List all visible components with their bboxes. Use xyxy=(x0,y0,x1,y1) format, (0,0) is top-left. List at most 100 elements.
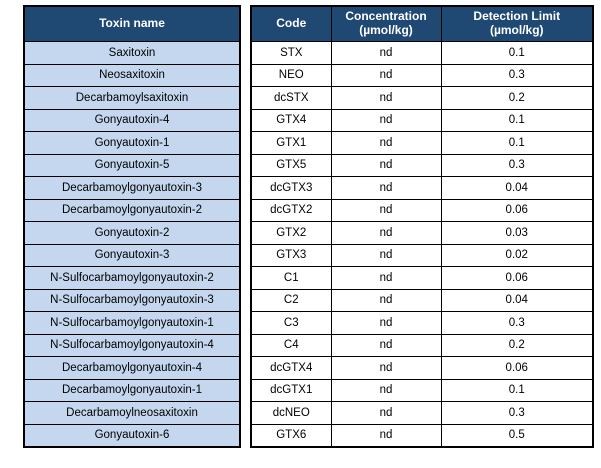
table-row: Neosaxitoxin xyxy=(23,63,241,87)
table-row: Gonyautoxin-3 xyxy=(23,243,241,267)
values-table: Code Concentration (µmol/kg) Detection L… xyxy=(250,5,594,448)
concentration-cell: nd xyxy=(330,266,442,290)
table-row: Decarbamoylneosaxitoxin xyxy=(23,401,241,425)
code-cell: NEO xyxy=(250,63,332,87)
table-row: Gonyautoxin-6 xyxy=(23,423,241,448)
concentration-cell: nd xyxy=(330,311,442,335)
detection-limit-cell: 0.06 xyxy=(440,356,594,380)
toxin-name-cell: Gonyautoxin-3 xyxy=(23,243,241,267)
table-row: GTX4 nd 0.1 xyxy=(250,108,594,132)
toxin-name-cell: Decarbamoylgonyautoxin-2 xyxy=(23,198,241,222)
header-row: Code Concentration (µmol/kg) Detection L… xyxy=(250,5,594,42)
detection-limit-cell: 0.3 xyxy=(440,153,594,177)
values-table-body: STX nd 0.1 NEO nd 0.3 dcSTX nd 0.2 GTX4 nd 0.1 GTX1 n… xyxy=(250,41,594,448)
table-row: C2 nd 0.04 xyxy=(250,288,594,312)
column-header-detection-limit: Detection Limit (µmol/kg) xyxy=(440,5,594,42)
table-row: Gonyautoxin-1 xyxy=(23,131,241,155)
column-header-unit: (µmol/kg) xyxy=(359,23,413,37)
toxin-name-cell: N-Sulfocarbamoylgonyautoxin-1 xyxy=(23,311,241,335)
code-cell: C1 xyxy=(250,266,332,290)
table-row: NEO nd 0.3 xyxy=(250,63,594,87)
table-row: N-Sulfocarbamoylgonyautoxin-1 xyxy=(23,311,241,335)
code-cell: dcGTX2 xyxy=(250,198,332,222)
concentration-cell: nd xyxy=(330,131,442,155)
table-row: C1 nd 0.06 xyxy=(250,266,594,290)
concentration-cell: nd xyxy=(330,41,442,65)
concentration-cell: nd xyxy=(330,423,442,448)
detection-limit-cell: 0.1 xyxy=(440,378,594,402)
toxin-detection-table: Toxin name Saxitoxin Neosaxitoxin Decarbam… xyxy=(23,5,594,448)
detection-limit-cell: 0.3 xyxy=(440,63,594,87)
table-row: Gonyautoxin-5 xyxy=(23,153,241,177)
code-cell: GTX6 xyxy=(250,423,332,448)
table-row: Decarbamoylgonyautoxin-2 xyxy=(23,198,241,222)
table-row: dcGTX4 nd 0.06 xyxy=(250,356,594,380)
concentration-cell: nd xyxy=(330,288,442,312)
concentration-cell: nd xyxy=(330,198,442,222)
table-row: Decarbamoylsaxitoxin xyxy=(23,86,241,110)
table-row: C3 nd 0.3 xyxy=(250,311,594,335)
toxin-name-cell: Saxitoxin xyxy=(23,41,241,65)
concentration-cell: nd xyxy=(330,176,442,200)
code-cell: C3 xyxy=(250,311,332,335)
detection-limit-cell: 0.2 xyxy=(440,86,594,110)
column-header-unit: (µmol/kg) xyxy=(489,23,544,37)
toxin-name-cell: Decarbamoylsaxitoxin xyxy=(23,86,241,110)
table-row: dcGTX2 nd 0.06 xyxy=(250,198,594,222)
column-header-label: Detection Limit xyxy=(473,9,561,24)
concentration-cell: nd xyxy=(330,86,442,110)
column-header-code: Code xyxy=(250,5,332,42)
concentration-cell: nd xyxy=(330,333,442,357)
toxin-name-cell: Gonyautoxin-6 xyxy=(23,423,241,448)
table-row: dcGTX3 nd 0.04 xyxy=(250,176,594,200)
toxin-name-cell: Gonyautoxin-1 xyxy=(23,131,241,155)
toxin-name-cell: N-Sulfocarbamoylgonyautoxin-3 xyxy=(23,288,241,312)
toxin-name-cell: Neosaxitoxin xyxy=(23,63,241,87)
table-row: N-Sulfocarbamoylgonyautoxin-3 xyxy=(23,288,241,312)
detection-limit-cell: 0.5 xyxy=(440,423,594,448)
code-cell: dcGTX1 xyxy=(250,378,332,402)
column-header-concentration: Concentration (µmol/kg) xyxy=(330,5,442,42)
code-cell: C2 xyxy=(250,288,332,312)
column-header-label: Toxin name xyxy=(99,16,165,31)
detection-limit-cell: 0.04 xyxy=(440,176,594,200)
toxin-name-cell: Gonyautoxin-2 xyxy=(23,221,241,245)
table-row: dcSTX nd 0.2 xyxy=(250,86,594,110)
detection-limit-cell: 0.2 xyxy=(440,333,594,357)
toxin-name-cell: Decarbamoylgonyautoxin-1 xyxy=(23,378,241,402)
detection-limit-cell: 0.06 xyxy=(440,198,594,222)
code-cell: dcNEO xyxy=(250,401,332,425)
concentration-cell: nd xyxy=(330,108,442,132)
code-cell: dcSTX xyxy=(250,86,332,110)
table-row: dcNEO nd 0.3 xyxy=(250,401,594,425)
table-row: Decarbamoylgonyautoxin-1 xyxy=(23,378,241,402)
toxin-name-column-body: Saxitoxin Neosaxitoxin Decarbamoylsaxitoxi… xyxy=(23,41,241,448)
table-row: GTX6 nd 0.5 xyxy=(250,423,594,448)
detection-limit-cell: 0.1 xyxy=(440,108,594,132)
detection-limit-cell: 0.06 xyxy=(440,266,594,290)
code-cell: GTX4 xyxy=(250,108,332,132)
table-row: GTX3 nd 0.02 xyxy=(250,243,594,267)
concentration-cell: nd xyxy=(330,378,442,402)
table-row: GTX1 nd 0.1 xyxy=(250,131,594,155)
toxin-name-cell: N-Sulfocarbamoylgonyautoxin-4 xyxy=(23,333,241,357)
table-row: Saxitoxin xyxy=(23,41,241,65)
table-row: dcGTX1 nd 0.1 xyxy=(250,378,594,402)
code-cell: C4 xyxy=(250,333,332,357)
toxin-name-cell: N-Sulfocarbamoylgonyautoxin-2 xyxy=(23,266,241,290)
concentration-cell: nd xyxy=(330,63,442,87)
code-cell: dcGTX4 xyxy=(250,356,332,380)
concentration-cell: nd xyxy=(330,356,442,380)
toxin-name-cell: Gonyautoxin-4 xyxy=(23,108,241,132)
concentration-cell: nd xyxy=(330,221,442,245)
code-cell: GTX1 xyxy=(250,131,332,155)
code-cell: GTX5 xyxy=(250,153,332,177)
column-header-label: Concentration xyxy=(345,9,427,24)
table-row: N-Sulfocarbamoylgonyautoxin-2 xyxy=(23,266,241,290)
detection-limit-cell: 0.3 xyxy=(440,401,594,425)
code-cell: GTX3 xyxy=(250,243,332,267)
concentration-cell: nd xyxy=(330,153,442,177)
toxin-name-table: Toxin name Saxitoxin Neosaxitoxin Decarbam… xyxy=(23,5,241,448)
column-header-toxin-name: Toxin name xyxy=(23,5,241,42)
